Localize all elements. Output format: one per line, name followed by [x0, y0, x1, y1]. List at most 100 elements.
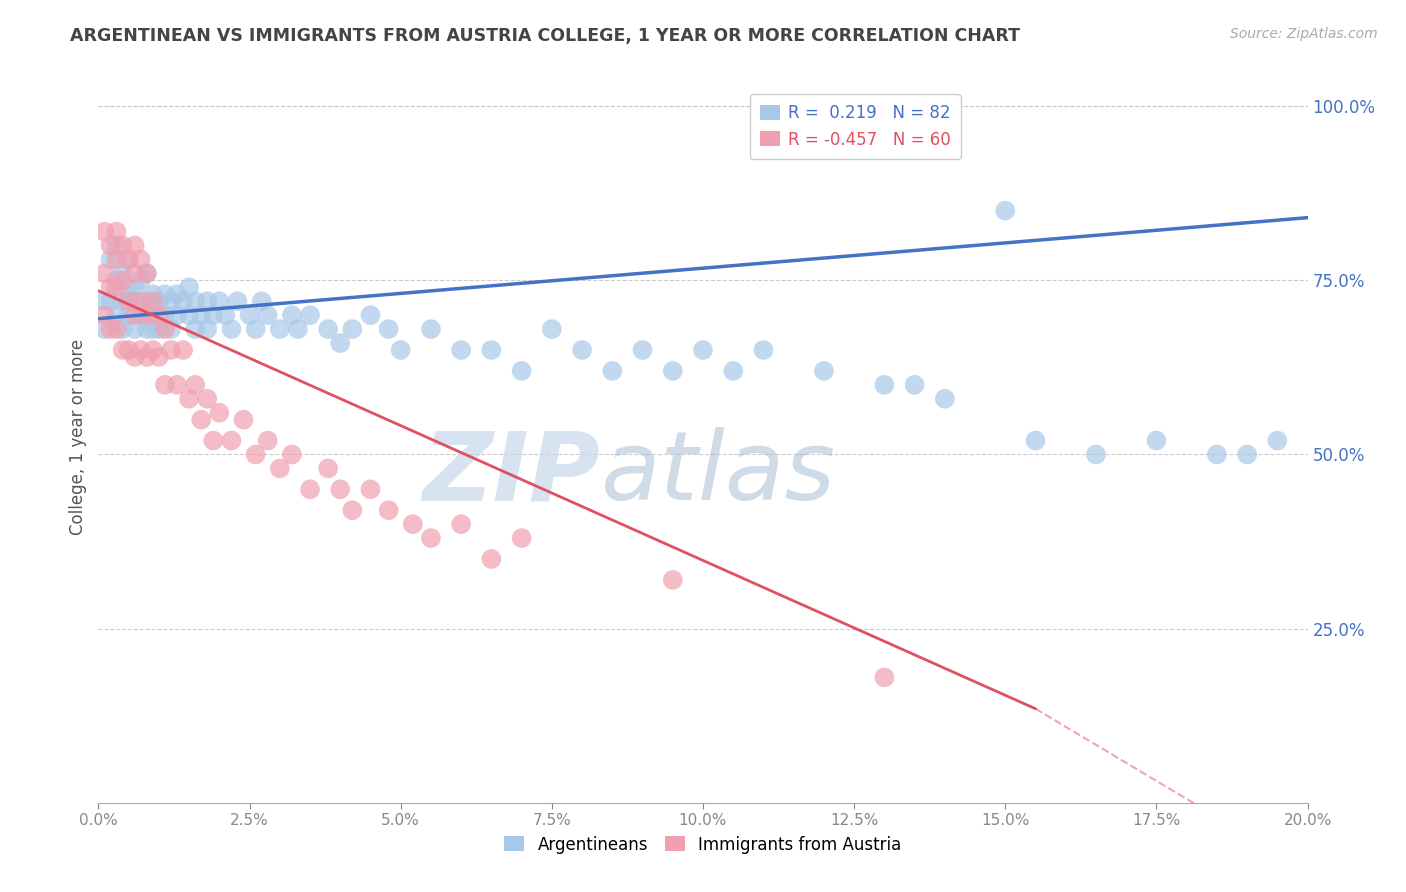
Point	[540, 322, 562, 336]
Point	[93, 308, 115, 322]
Point	[142, 294, 165, 309]
Point	[129, 252, 152, 267]
Point	[105, 280, 128, 294]
Point	[100, 238, 122, 252]
Point	[481, 343, 503, 357]
Point	[208, 294, 231, 309]
Point	[179, 280, 201, 294]
Point	[172, 294, 194, 309]
Point	[510, 531, 533, 545]
Point	[256, 434, 278, 448]
Point	[402, 517, 425, 532]
Point	[232, 412, 254, 426]
Point	[190, 308, 212, 322]
Point	[105, 225, 128, 239]
Point	[202, 434, 225, 448]
Point	[571, 343, 593, 357]
Point	[1085, 448, 1108, 462]
Point	[153, 322, 176, 336]
Point	[269, 322, 291, 336]
Point	[172, 343, 194, 357]
Point	[195, 322, 218, 336]
Point	[813, 364, 835, 378]
Point	[287, 322, 309, 336]
Point	[142, 343, 165, 357]
Point	[135, 266, 157, 280]
Point	[389, 343, 412, 357]
Point	[994, 203, 1017, 218]
Point	[1144, 434, 1167, 448]
Point	[661, 364, 683, 378]
Point	[135, 294, 157, 309]
Point	[329, 336, 352, 351]
Point	[129, 273, 152, 287]
Text: ARGENTINEAN VS IMMIGRANTS FROM AUSTRIA COLLEGE, 1 YEAR OR MORE CORRELATION CHART: ARGENTINEAN VS IMMIGRANTS FROM AUSTRIA C…	[70, 27, 1021, 45]
Point	[135, 322, 157, 336]
Point	[1206, 448, 1229, 462]
Point	[118, 343, 141, 357]
Point	[226, 294, 249, 309]
Point	[148, 308, 170, 322]
Point	[269, 461, 291, 475]
Point	[118, 308, 141, 322]
Point	[148, 322, 170, 336]
Point	[100, 322, 122, 336]
Point	[105, 252, 128, 267]
Point	[111, 266, 134, 280]
Point	[142, 322, 165, 336]
Point	[184, 377, 207, 392]
Point	[160, 294, 183, 309]
Point	[105, 322, 128, 336]
Point	[245, 448, 267, 462]
Point	[450, 517, 472, 532]
Point	[124, 266, 146, 280]
Point	[450, 343, 472, 357]
Point	[510, 364, 533, 378]
Point	[934, 392, 956, 406]
Point	[153, 377, 176, 392]
Point	[129, 343, 152, 357]
Point	[239, 308, 262, 322]
Point	[129, 308, 152, 322]
Point	[342, 503, 364, 517]
Point	[360, 308, 382, 322]
Point	[342, 322, 364, 336]
Point	[166, 377, 188, 392]
Point	[124, 280, 146, 294]
Point	[160, 322, 183, 336]
Point	[904, 377, 927, 392]
Point	[100, 280, 122, 294]
Point	[214, 308, 236, 322]
Point	[148, 294, 170, 309]
Point	[1267, 434, 1289, 448]
Point	[195, 294, 218, 309]
Point	[184, 322, 207, 336]
Point	[124, 294, 146, 309]
Point	[299, 308, 322, 322]
Point	[118, 252, 141, 267]
Point	[316, 322, 339, 336]
Point	[148, 350, 170, 364]
Point	[118, 287, 141, 301]
Point	[420, 531, 443, 545]
Point	[873, 670, 896, 684]
Point	[93, 322, 115, 336]
Point	[179, 308, 201, 322]
Legend: Argentineans, Immigrants from Austria: Argentineans, Immigrants from Austria	[498, 829, 908, 860]
Point	[124, 350, 146, 364]
Point	[202, 308, 225, 322]
Point	[111, 294, 134, 309]
Point	[111, 238, 134, 252]
Point	[160, 343, 183, 357]
Point	[142, 308, 165, 322]
Point	[221, 434, 243, 448]
Point	[142, 287, 165, 301]
Text: Source: ZipAtlas.com: Source: ZipAtlas.com	[1230, 27, 1378, 41]
Point	[153, 287, 176, 301]
Point	[377, 322, 399, 336]
Point	[873, 377, 896, 392]
Point	[93, 266, 115, 280]
Point	[377, 503, 399, 517]
Point	[135, 350, 157, 364]
Point	[190, 412, 212, 426]
